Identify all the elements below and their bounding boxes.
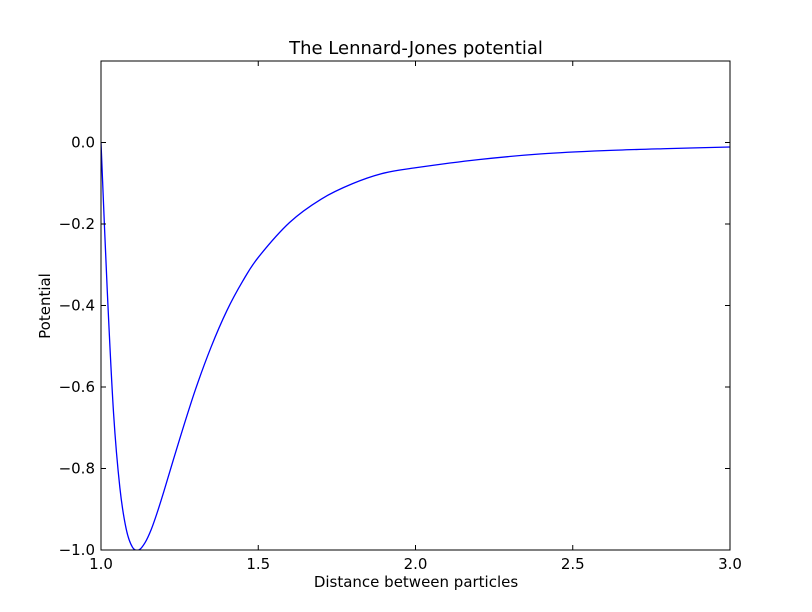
series-line-0 (101, 142, 730, 550)
x-axis-label: Distance between particles (314, 573, 519, 591)
y-axis-ticks: −1.0 −0.8 −0.6 −0.4 −0.2 0.0 (59, 134, 730, 559)
x-tick-label: 2.0 (404, 555, 428, 573)
x-tick-label: 2.5 (561, 555, 585, 573)
y-tick-label: −0.8 (59, 460, 95, 478)
y-tick-label: −0.2 (59, 215, 95, 233)
y-tick-label: 0.0 (71, 134, 95, 152)
y-tick-label: −0.6 (59, 378, 95, 396)
x-axis-ticks: 1.0 1.5 2.0 2.5 3.0 (89, 61, 742, 573)
y-axis-label: Potential (36, 273, 54, 339)
y-tick-label: −0.4 (59, 297, 95, 315)
x-tick-label: 1.0 (89, 555, 113, 573)
chart-title: The Lennard-Jones potential (288, 38, 543, 59)
x-tick-label: 3.0 (718, 555, 742, 573)
x-tick-label: 1.5 (246, 555, 270, 573)
y-tick-label: −1.0 (59, 541, 95, 559)
